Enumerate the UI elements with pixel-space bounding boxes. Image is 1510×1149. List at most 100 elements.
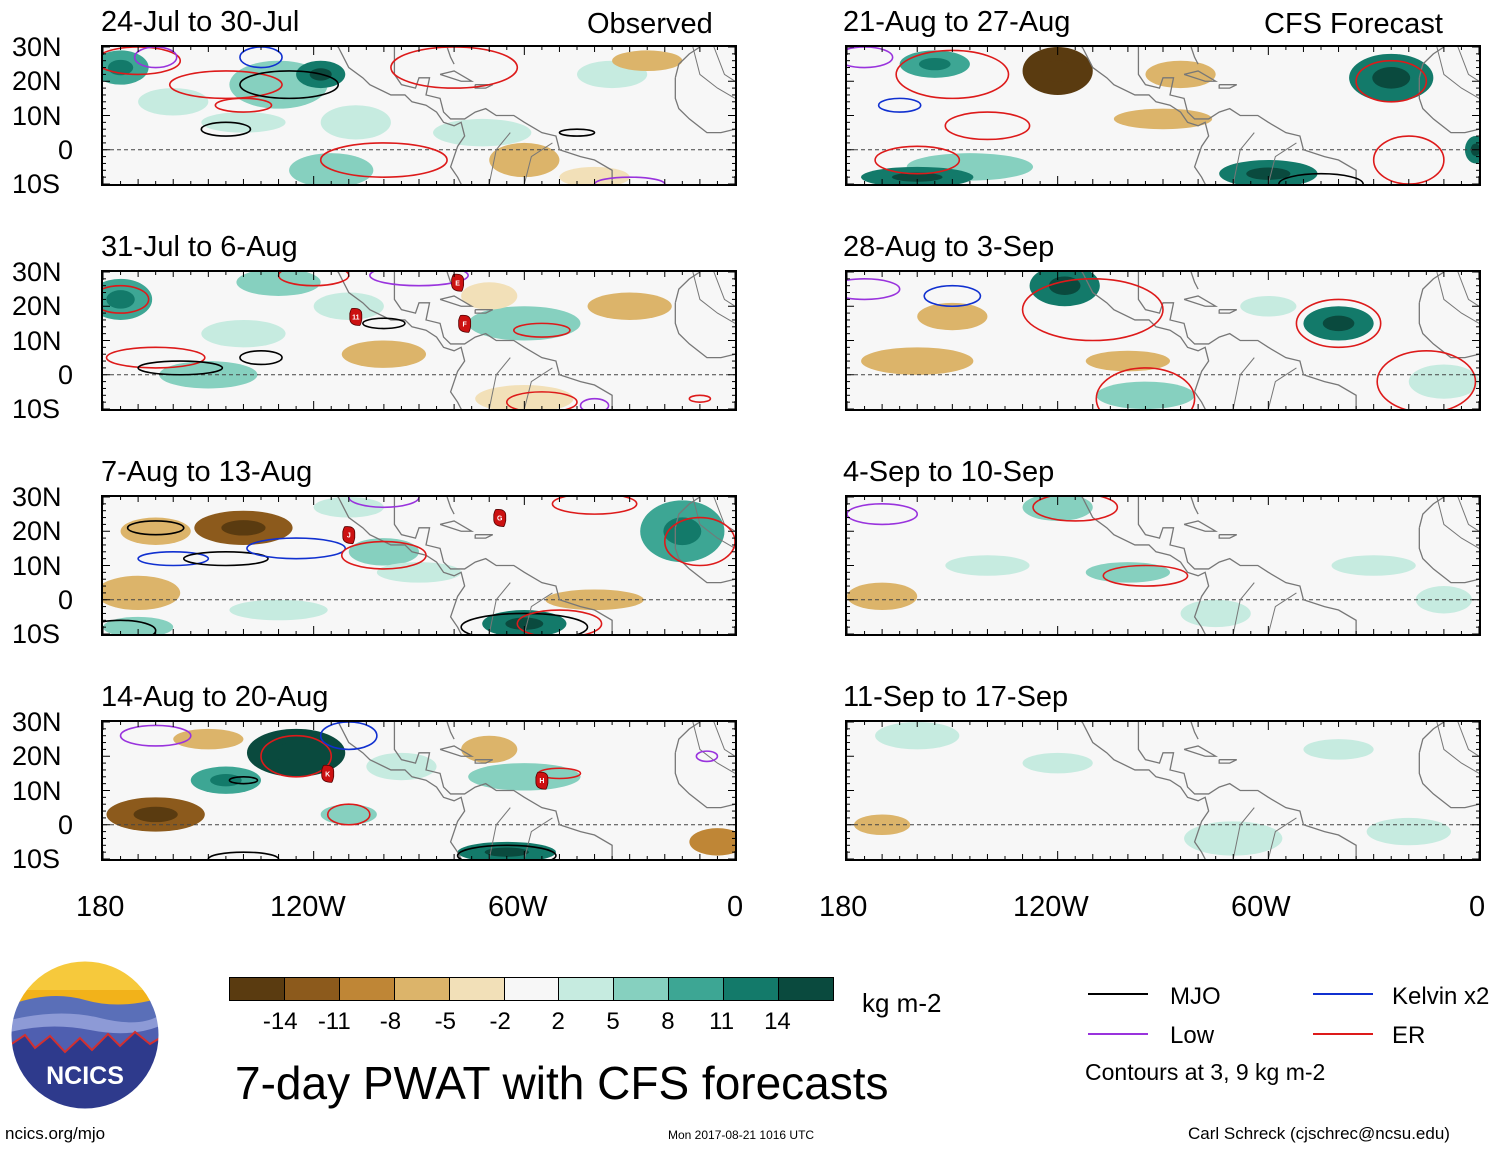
coastline [393, 497, 613, 634]
wave-contour-er [319, 142, 448, 178]
legend-low-line [1088, 1033, 1148, 1035]
coastline [523, 142, 553, 184]
pwat-anomaly-core [891, 172, 943, 182]
wave-contour-er [390, 47, 519, 89]
coastline [674, 47, 701, 78]
pwat-anomaly-blob [201, 112, 286, 133]
coastline [692, 272, 735, 324]
coastline [1232, 582, 1255, 634]
pwat-anomaly-core [221, 520, 266, 536]
colorbar-swatch [229, 977, 285, 1001]
wave-contour-er [1295, 298, 1382, 349]
coastline [488, 807, 511, 859]
panel-title: 24-Jul to 30-Jul [101, 6, 300, 38]
colorbar-level-label: 14 [764, 1008, 791, 1035]
wave-contour-mjo [103, 619, 157, 634]
wave-contour-er [551, 497, 638, 515]
coastline [393, 722, 613, 859]
coastline [1418, 722, 1445, 753]
pwat-anomaly-core [1048, 276, 1081, 295]
wave-contour-er [874, 145, 961, 175]
colorbar-level-label: 2 [551, 1008, 565, 1035]
pwat-anomaly-blob [612, 50, 683, 71]
legend-er-label: ER [1392, 1022, 1426, 1049]
pwat-anomaly-blob [313, 292, 384, 320]
coastline [336, 272, 466, 409]
pwat-anomaly-blob [173, 728, 244, 750]
lon-tick-label: 120W [1013, 891, 1089, 923]
lat-tick-label: 20N [12, 516, 62, 547]
pwat-anomaly-core [273, 742, 319, 764]
coastline [1183, 520, 1219, 532]
coastline [523, 367, 553, 409]
panel-title: 14-Aug to 20-Aug [101, 681, 329, 713]
coastline [1436, 47, 1479, 99]
wave-contour-mjo [137, 360, 224, 376]
storm-marker: G [493, 509, 507, 527]
pwat-anomaly-blob [120, 517, 191, 545]
ncics-logo: NCICS [10, 960, 160, 1110]
coastline [674, 497, 701, 528]
coastline [1080, 722, 1210, 859]
wave-contour-er [105, 346, 206, 369]
coastline [523, 592, 553, 634]
pwat-anomaly-blob [689, 828, 735, 856]
wave-contour-kelvin [923, 284, 982, 308]
coastline [439, 295, 475, 307]
storm-marker: 11 [349, 308, 363, 326]
colorbar-level-label: -5 [434, 1008, 456, 1035]
wave-contour-low [695, 750, 719, 763]
wave-contour-mjo [182, 551, 269, 567]
wave-contour-er [505, 391, 578, 409]
pwat-anomaly-blob [847, 582, 918, 611]
lat-tick-label: 10N [12, 775, 62, 806]
storm-marker: J [342, 526, 356, 545]
pwat-anomaly-blob [1180, 599, 1251, 628]
coastline [1080, 47, 1210, 184]
storm-marker-label: G [497, 516, 503, 523]
coastline [1190, 722, 1199, 740]
pwat-anomaly-blob [875, 722, 960, 750]
pwat-anomaly-blob [1240, 295, 1297, 317]
coastline [674, 722, 701, 753]
footer-site[interactable]: ncics.org/mjo [5, 1124, 106, 1143]
coastline [446, 722, 455, 740]
pwat-anomaly-blob [468, 763, 581, 791]
wave-contour-kelvin [239, 47, 283, 69]
wave-contour-mjo [558, 128, 596, 137]
coastline [393, 272, 613, 409]
coastline [446, 47, 455, 65]
lat-tick-label: 10N [12, 550, 62, 581]
pwat-anomaly-blob [376, 562, 462, 583]
wave-contour-er [103, 47, 182, 76]
pwat-anomaly-blob [313, 497, 384, 518]
wave-contour-mjo [239, 349, 283, 366]
coastline [1190, 497, 1199, 515]
pwat-anomaly-blob [1085, 562, 1171, 583]
wave-contour-kelvin [319, 722, 378, 751]
storm-marker: E [451, 273, 465, 292]
colorbar-swatch [613, 977, 670, 1001]
coastline [474, 759, 494, 764]
colorbar-swatch [778, 977, 834, 1001]
coastline [1418, 527, 1479, 584]
pwat-anomaly-blob [917, 302, 988, 331]
colorbar-level-label: 11 [709, 1008, 735, 1035]
coastline [692, 722, 735, 774]
colorbar-swatch [558, 977, 615, 1001]
coastline [713, 272, 735, 307]
coastline [692, 47, 735, 99]
lon-tick-label: 120W [270, 891, 346, 923]
lat-tick-label: 30N [12, 482, 62, 512]
wave-contour-er [326, 803, 371, 826]
pwat-anomaly-blob [320, 804, 377, 825]
wave-contour-kelvin [877, 97, 922, 113]
colorbar-units: kg m-2 [862, 988, 942, 1018]
colorbar-swatch [723, 977, 780, 1001]
coastline [1436, 272, 1479, 324]
coastline [488, 582, 511, 634]
pwat-anomaly-blob [861, 347, 974, 375]
pwat-anomaly-blob [341, 340, 427, 368]
contour-note: Contours at 3, 9 kg m-2 [1085, 1059, 1326, 1085]
